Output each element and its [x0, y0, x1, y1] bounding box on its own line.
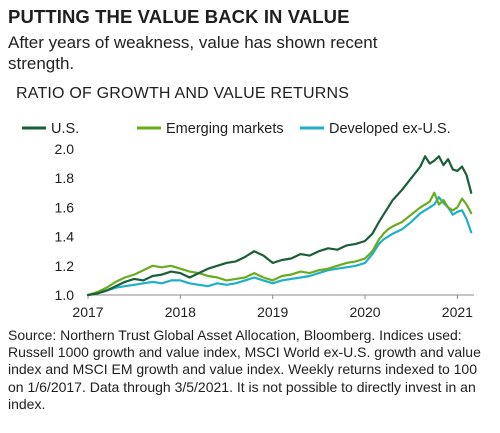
- x-tick-label: 2017: [72, 304, 103, 320]
- subtitle: After years of weakness, value has shown…: [8, 33, 378, 73]
- x-tick-label: 2021: [442, 304, 473, 320]
- y-tick-label: 1.6: [55, 199, 75, 215]
- series-line-emerging-markets: [86, 191, 473, 297]
- source-note: Source: Northern Trust Global Asset Allo…: [8, 327, 481, 412]
- headline: PUTTING THE VALUE BACK IN VALUE: [8, 6, 350, 27]
- y-tick-label: 1.4: [55, 229, 75, 245]
- legend-label: U.S.: [51, 121, 79, 137]
- x-tick-label: 2018: [165, 304, 196, 320]
- y-tick-label: 2.0: [55, 141, 75, 157]
- line-chart: U.S. Emerging markets Developed ex-U.S. 1.…: [22, 121, 474, 320]
- plot-lines: [86, 155, 473, 297]
- y-axis: 1.0 1.2 1.4 1.6 1.8 2.0: [55, 141, 75, 303]
- x-tick-label: 2019: [257, 304, 288, 320]
- x-tick-label: 2020: [349, 304, 380, 320]
- x-axis: 2017 2018 2019 2020 2021: [72, 294, 474, 320]
- y-tick-label: 1.8: [55, 170, 75, 186]
- legend-label: Developed ex-U.S.: [329, 121, 451, 137]
- y-tick-label: 1.0: [55, 287, 75, 303]
- series-line-developed-ex-u-s: [86, 196, 473, 297]
- legend-label: Emerging markets: [166, 121, 284, 137]
- y-tick-label: 1.2: [55, 258, 75, 274]
- legend: U.S. Emerging markets Developed ex-U.S.: [22, 121, 451, 137]
- series-line-u-s: [86, 155, 473, 297]
- chart-title: RATIO OF GROWTH AND VALUE RETURNS: [16, 85, 350, 102]
